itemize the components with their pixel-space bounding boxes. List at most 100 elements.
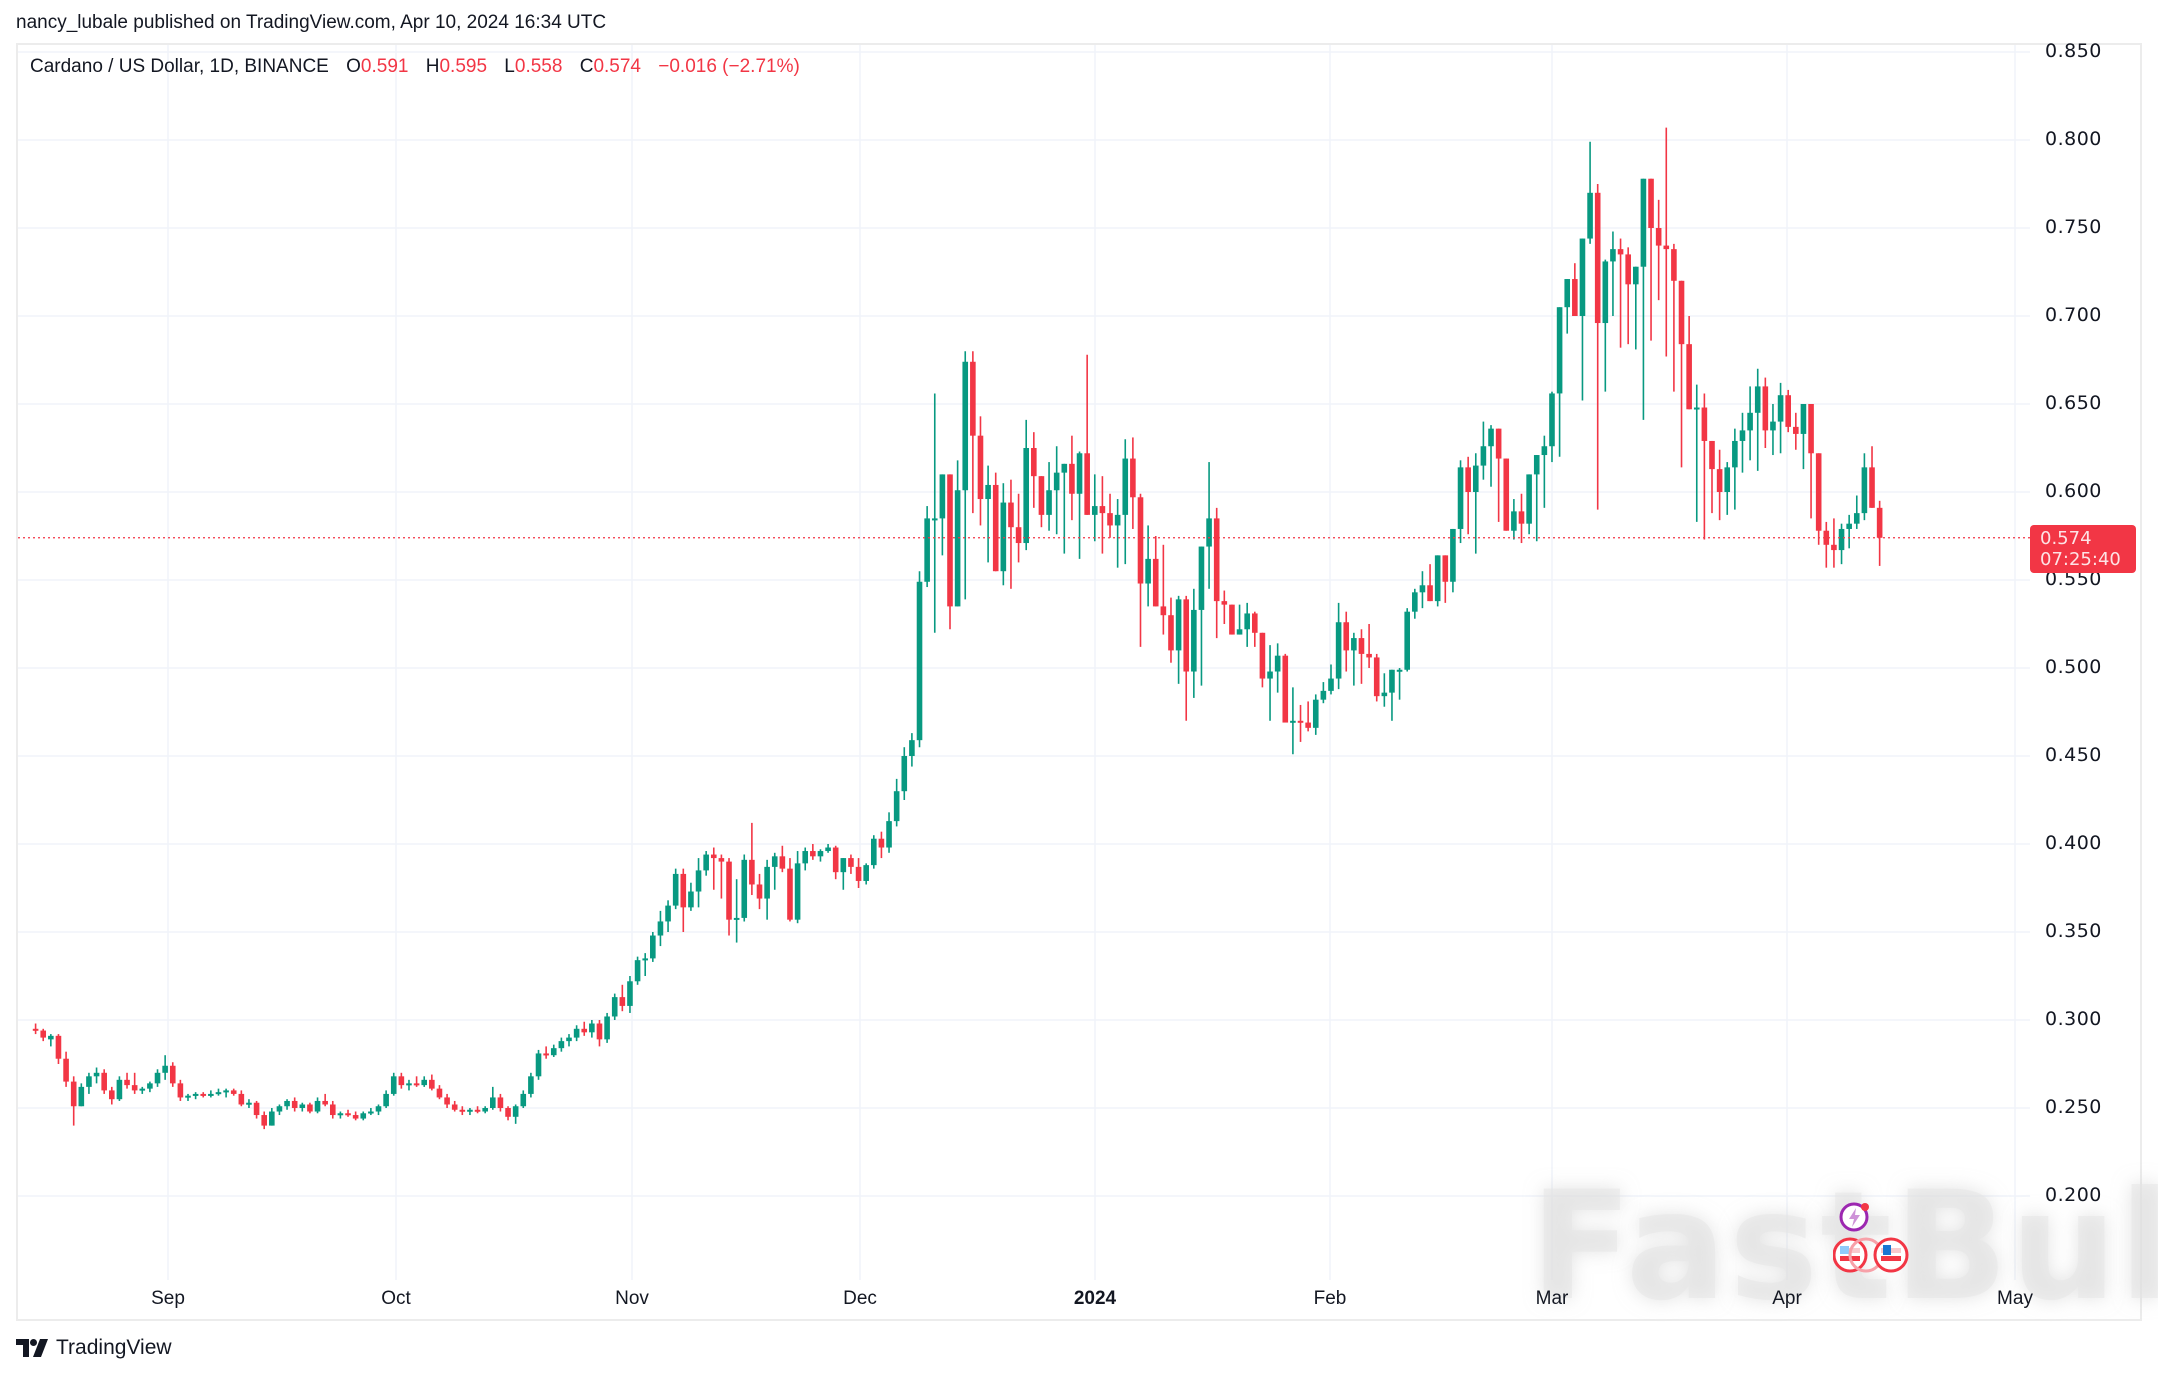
candle [863,863,869,885]
price-tick-label: 0.350 [2045,920,2102,942]
candle [1709,440,1715,514]
price-tick-label: 0.650 [2045,392,2102,414]
candle [832,845,839,880]
candle [878,831,885,859]
bar-countdown: 07:25:40 [2040,549,2121,570]
candle [474,1106,481,1114]
candle [1815,453,1822,545]
candle [604,1012,610,1043]
candle [1686,316,1692,410]
candle [901,747,908,800]
candle [840,858,847,890]
tradingview-logo-icon [16,1339,48,1357]
candle [269,1108,275,1126]
candle [482,1106,488,1114]
candle [1084,354,1090,515]
candle [1777,382,1784,454]
candle [284,1099,290,1110]
candle [1168,597,1174,663]
candle [101,1069,107,1094]
candle [886,812,892,853]
time-tick-label: May [1997,1288,2033,1309]
candle [147,1081,153,1093]
candle [1701,393,1708,540]
candle [451,1100,458,1112]
price-tick-label: 0.450 [2045,744,2102,766]
candle [1412,588,1418,619]
candle [375,1104,382,1116]
candle [208,1090,214,1098]
candle [703,851,709,876]
candle [893,778,900,827]
candle [154,1069,161,1087]
candle [1343,611,1350,672]
candle [1823,521,1830,568]
candle [512,1104,519,1124]
open-label: O [346,56,361,77]
candle [383,1090,389,1108]
candle [1640,178,1647,420]
candle [1175,595,1182,684]
candle [40,1028,47,1042]
candle [1808,404,1814,519]
candle [611,993,618,1020]
candle [1053,446,1060,535]
lightning-event-icon[interactable] [1838,1200,1872,1239]
candle [1732,428,1738,510]
candle [741,854,748,922]
candle [1663,127,1670,357]
candle [1625,247,1631,345]
candle [1130,437,1136,529]
price-tick-label: 0.250 [2045,1096,2102,1118]
us-flag-event-icons[interactable] [1832,1236,1913,1279]
symbol-title: Cardano / US Dollar, 1D, BINANCE [30,56,329,77]
low-label: L [504,56,515,77]
candle [1610,231,1616,316]
candle [535,1049,542,1080]
candle [1351,632,1357,686]
candle [543,1046,549,1059]
candle [1213,507,1220,639]
candle [1236,604,1243,635]
candle [550,1044,557,1057]
candle [1442,555,1449,603]
candle [1061,463,1068,554]
candle [1297,704,1304,742]
tradingview-logo[interactable]: TradingView [16,1336,172,1360]
candle [1122,439,1129,565]
candle [48,1034,54,1047]
candle [1198,546,1205,686]
candle [1693,384,1700,522]
time-tick-label: 2024 [1073,1288,1117,1309]
candle [733,879,740,943]
candle [200,1092,207,1098]
candle [1869,446,1875,508]
candle [246,1099,252,1108]
candle [657,910,664,947]
candle [1076,451,1083,559]
last-price-value: 0.574 [2040,528,2092,549]
candle [1107,493,1113,538]
price-tick-label: 0.550 [2045,568,2102,590]
candle [124,1072,130,1089]
candle [787,858,793,922]
candle [779,845,786,873]
candle [1533,455,1540,542]
price-tick-label: 0.850 [2045,40,2102,62]
candle [1267,645,1273,721]
candle [352,1111,359,1121]
close-label: C [579,56,594,77]
candle [1252,611,1258,647]
candle [1831,518,1837,568]
candle [1366,624,1372,668]
candle [596,1020,603,1047]
tradingview-brand: TradingView [56,1336,172,1359]
candle [1015,493,1022,563]
candle [916,571,923,748]
candle [909,733,915,767]
last-price-tag: 0.574 07:25:40 [2030,525,2136,573]
low-value: 0.558 [514,56,563,77]
candle [642,953,648,976]
candle [1671,243,1677,392]
